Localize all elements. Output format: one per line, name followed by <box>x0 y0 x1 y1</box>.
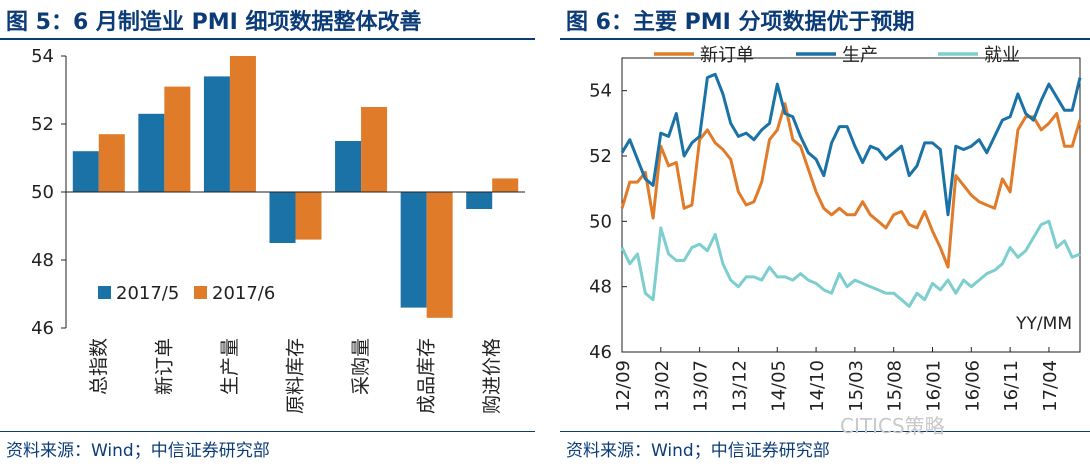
right-bottom-rule <box>560 431 1090 432</box>
right-figure-panel: 图 6：主要 PMI 分项数据优于预期 46 48 50 52 54 12/09 13/02… <box>560 0 1090 470</box>
bar-2017/6 <box>229 56 256 192</box>
left-source-note: 资料来源：Wind；中信证券研究部 <box>6 441 270 461</box>
y-tick-label: 52 <box>589 146 612 167</box>
bar-2017/5 <box>269 192 296 243</box>
bar-2017/5 <box>466 192 493 209</box>
legend-label: 2017/5 <box>116 283 179 304</box>
legend-label: 就业 <box>984 45 1020 66</box>
bar-2017/6 <box>426 192 453 318</box>
bar-2017/6 <box>98 134 125 192</box>
y-tick-label: 48 <box>589 277 612 298</box>
watermark-text: CITICS策略 <box>840 414 945 438</box>
x-tick-label: 15/08 <box>885 360 906 412</box>
bar-2017/5 <box>72 151 99 192</box>
legend-label: 2017/6 <box>212 283 275 304</box>
series-line-新订单 <box>620 102 1082 269</box>
x-category-label: 成品库存 <box>416 338 438 414</box>
left-bottom-rule <box>0 431 535 432</box>
y-tick-label: 46 <box>31 318 54 339</box>
x-tick-label: 16/06 <box>962 360 983 412</box>
bar-2017/6 <box>164 86 191 192</box>
series-line-生产 <box>620 72 1082 217</box>
right-line-chart: 46 48 50 52 54 12/09 13/02 13/07 13/12 14/05 14/10… <box>589 45 1082 412</box>
bar-2017/5 <box>335 141 362 192</box>
y-tick-label: 52 <box>31 114 54 135</box>
right-figure-title: 图 6：主要 PMI 分项数据优于预期 <box>566 10 915 35</box>
legend-swatch-2017/5 <box>98 286 111 299</box>
right-source-note: 资料来源：Wind；中信证券研究部 <box>566 441 830 461</box>
y-tick-label: 54 <box>589 81 612 102</box>
bar-2017/5 <box>203 76 230 192</box>
bar-2017/5 <box>138 113 165 192</box>
x-tick-label: 16/01 <box>924 360 945 412</box>
left-figure-panel: 图 5：6 月制造业 PMI 细项数据整体改善 46 48 50 52 54 总指数 新订单… <box>0 0 535 470</box>
y-tick-label: 50 <box>589 211 612 232</box>
y-tick-label: 48 <box>31 250 54 271</box>
x-tick-label: 16/11 <box>1001 360 1022 412</box>
legend-label: 新订单 <box>700 45 754 66</box>
x-category-label: 采购量 <box>350 338 372 395</box>
x-tick-label: 14/05 <box>768 360 789 412</box>
right-title-rule <box>560 38 1090 40</box>
series-line-就业 <box>620 219 1081 308</box>
x-category-label: 原料库存 <box>285 338 307 414</box>
x-tick-label: 13/07 <box>691 360 712 412</box>
bar-2017/6 <box>361 107 388 192</box>
y-tick-label: 50 <box>31 182 54 203</box>
x-category-label: 总指数 <box>88 338 110 395</box>
x-category-label: 生产量 <box>219 338 241 395</box>
bar-2017/5 <box>400 192 427 308</box>
left-bar-chart: 46 48 50 52 54 总指数 新订单 生产量 原料库存 采购量 成品库存 购进价格 2017/5… <box>31 46 525 414</box>
y-tick-label: 46 <box>589 342 612 363</box>
legend-swatch-2017/6 <box>194 286 207 299</box>
x-category-label: 购进价格 <box>481 338 503 414</box>
x-tick-label: 14/10 <box>807 360 828 412</box>
legend-label: 生产 <box>842 45 878 66</box>
x-tick-label: 12/09 <box>613 360 634 412</box>
unit-label: YY/MM <box>1015 314 1072 334</box>
x-category-label: 新订单 <box>153 338 175 395</box>
left-figure-title: 图 5：6 月制造业 PMI 细项数据整体改善 <box>6 10 422 35</box>
x-tick-label: 13/12 <box>729 360 750 412</box>
x-tick-label: 17/04 <box>1040 360 1061 412</box>
bar-2017/6 <box>295 192 322 240</box>
x-tick-label: 13/02 <box>652 360 673 412</box>
y-tick-label: 54 <box>31 46 54 67</box>
x-tick-label: 15/03 <box>846 360 867 412</box>
bar-2017/6 <box>492 178 519 192</box>
left-title-rule <box>0 38 535 40</box>
